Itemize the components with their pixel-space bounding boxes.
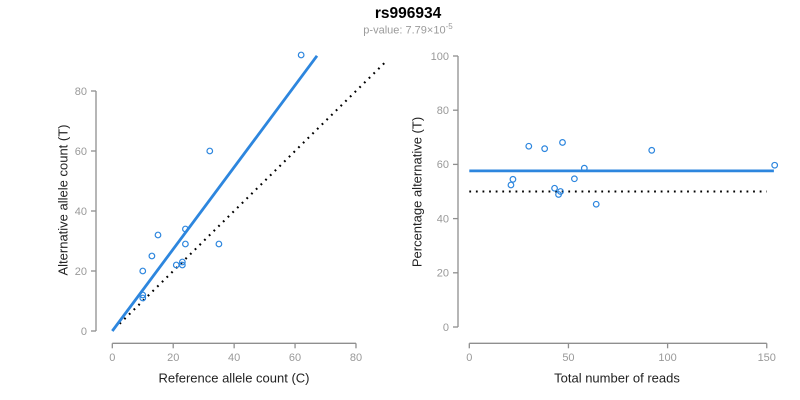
data-point xyxy=(771,161,779,169)
identity-line xyxy=(118,60,388,325)
data-point xyxy=(507,181,515,189)
y-tick-label: 40 xyxy=(75,206,87,218)
data-point xyxy=(557,188,564,195)
data-point xyxy=(525,142,533,150)
data-point xyxy=(182,240,189,248)
y-tick-label: 0 xyxy=(443,322,449,334)
pvalue-text: p-value: 7.79×10 xyxy=(363,24,446,37)
data-point xyxy=(648,146,656,154)
data-point xyxy=(215,240,223,248)
right-yaxis-label: Percentage alternative (T) xyxy=(409,116,425,268)
x-tick-label: 20 xyxy=(167,352,179,364)
data-point xyxy=(570,175,578,183)
right-xaxis-label: Total number of reads xyxy=(554,370,680,386)
data-point xyxy=(297,51,305,59)
data-point xyxy=(178,261,186,269)
data-point xyxy=(559,139,566,146)
x-tick-label: 100 xyxy=(658,352,676,364)
right-plot: 0 20 40 60 80 100 0 50 100 150 xyxy=(431,51,779,364)
data-point xyxy=(592,200,600,208)
y-tick-label: 80 xyxy=(437,105,449,117)
data-point xyxy=(178,258,186,266)
data-point xyxy=(154,231,162,239)
y-tick-label: 20 xyxy=(437,268,449,280)
data-point xyxy=(139,291,147,299)
y-tick-label: 20 xyxy=(75,266,87,278)
data-point xyxy=(580,164,588,172)
plot-subtitle: p-value: 7.79×10-5 xyxy=(8,22,800,37)
x-tick-label: 60 xyxy=(289,352,301,364)
data-point xyxy=(206,147,214,155)
left-xaxis-label: Reference allele count (C) xyxy=(158,370,310,386)
data-point xyxy=(551,184,558,192)
x-tick-label: 50 xyxy=(562,352,574,364)
data-point xyxy=(182,225,189,233)
x-tick-label: 0 xyxy=(109,352,115,364)
y-tick-label: 0 xyxy=(81,326,87,338)
data-point xyxy=(148,252,156,260)
y-tick-label: 60 xyxy=(437,159,449,171)
data-point xyxy=(139,294,147,302)
plot-title: rs996934 xyxy=(374,5,442,22)
y-tick-label: 80 xyxy=(75,86,87,98)
fit-line xyxy=(111,54,319,332)
y-tick-label: 100 xyxy=(431,51,449,63)
data-point xyxy=(509,175,517,183)
x-tick-label: 150 xyxy=(758,352,776,364)
x-tick-label: 40 xyxy=(228,352,240,364)
pvalue-exponent: -5 xyxy=(445,22,453,31)
x-tick-label: 80 xyxy=(350,352,362,364)
y-tick-label: 60 xyxy=(75,146,87,158)
left-plot: 0 20 40 60 80 0 20 40 60 80 xyxy=(75,51,388,364)
data-point xyxy=(541,145,549,153)
left-yaxis-label: Alternative allele count (T) xyxy=(55,124,71,276)
x-tick-label: 0 xyxy=(466,352,472,364)
y-tick-label: 40 xyxy=(437,213,449,225)
data-point xyxy=(139,267,147,275)
